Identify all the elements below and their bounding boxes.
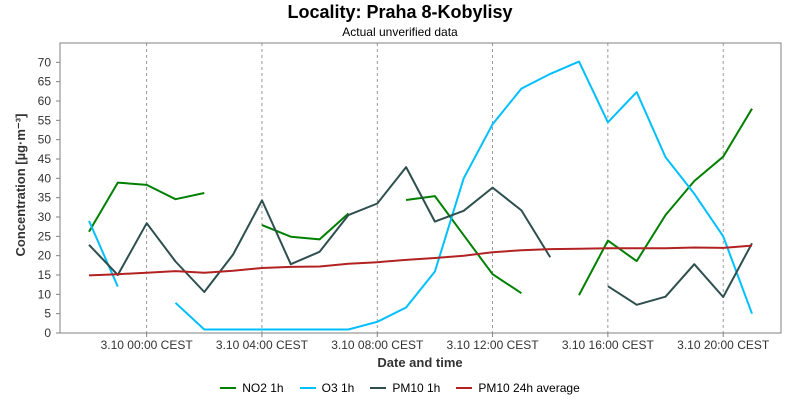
- x-tick-label: 3.10 12:00 CEST: [447, 338, 540, 352]
- series-line-pm10-24h-average: [88, 244, 753, 277]
- x-axis-label: Date and time: [377, 355, 462, 370]
- chart-subtitle: Actual unverified data: [342, 25, 458, 39]
- legend-label: O3 1h: [321, 381, 355, 395]
- series-line-no2-1h: [88, 181, 205, 233]
- axes-layer: 3.10 00:00 CEST 3.10 04:00 CEST 3.10 08:00…: [38, 55, 770, 352]
- y-tick-label: 5: [44, 307, 51, 321]
- series-layer: [88, 60, 753, 331]
- legend-swatch: [370, 387, 387, 389]
- legend-item-pm10-1h: PM10 1h: [370, 381, 440, 395]
- y-tick-label: 35: [38, 191, 52, 205]
- legend-item-no2-1h: NO2 1h: [220, 381, 284, 395]
- legend-label: PM10 1h: [392, 381, 441, 395]
- x-tick-label: 3.10 00:00 CEST: [101, 338, 194, 352]
- y-tick-label: 30: [38, 210, 52, 224]
- x-tick-label: 3.10 04:00 CEST: [216, 338, 309, 352]
- x-tick-label: 3.10 08:00 CEST: [331, 338, 424, 352]
- legend-label: PM10 24h average: [478, 381, 580, 395]
- legend-item-pm10-24h-average: PM10 24h average: [456, 381, 580, 395]
- y-axis-label: Concentration [µg·m⁻³]: [13, 114, 28, 257]
- plot-area: [59, 42, 782, 334]
- y-tick-label: 70: [38, 55, 52, 69]
- y-tick-label: 45: [38, 152, 52, 166]
- legend-swatch: [456, 387, 473, 389]
- y-tick-label: 10: [38, 287, 52, 301]
- y-tick-label: 25: [38, 229, 52, 243]
- chart-title: Locality: Praha 8-Kobylisy: [287, 2, 513, 22]
- series-line-pm10-1h: [607, 242, 753, 306]
- legend-label: NO2 1h: [242, 381, 284, 395]
- legend-item-o3-1h: O3 1h: [299, 381, 355, 395]
- y-tick-label: 65: [38, 75, 52, 89]
- series-line-o3-1h: [88, 220, 119, 288]
- y-tick-label: 15: [38, 268, 52, 282]
- legend-swatch: [220, 387, 237, 389]
- series-line-no2-1h: [578, 108, 753, 296]
- grid-layer: [59, 42, 782, 334]
- series-line-pm10-1h: [88, 166, 552, 293]
- y-tick-label: 60: [38, 94, 52, 108]
- y-tick-label: 50: [38, 133, 52, 147]
- x-tick-label: 3.10 16:00 CEST: [562, 338, 655, 352]
- series-line-no2-1h: [405, 195, 522, 295]
- y-tick-label: 55: [38, 113, 52, 127]
- chart-legend: NO2 1h O3 1h PM10 1h PM10 24h average: [0, 381, 800, 395]
- series-line-o3-1h: [174, 60, 753, 331]
- x-tick-label: 3.10 20:00 CEST: [677, 338, 770, 352]
- y-tick-label: 40: [38, 171, 52, 185]
- y-tick-label: 0: [44, 326, 51, 340]
- legend-swatch: [299, 387, 316, 389]
- y-tick-label: 20: [38, 249, 52, 263]
